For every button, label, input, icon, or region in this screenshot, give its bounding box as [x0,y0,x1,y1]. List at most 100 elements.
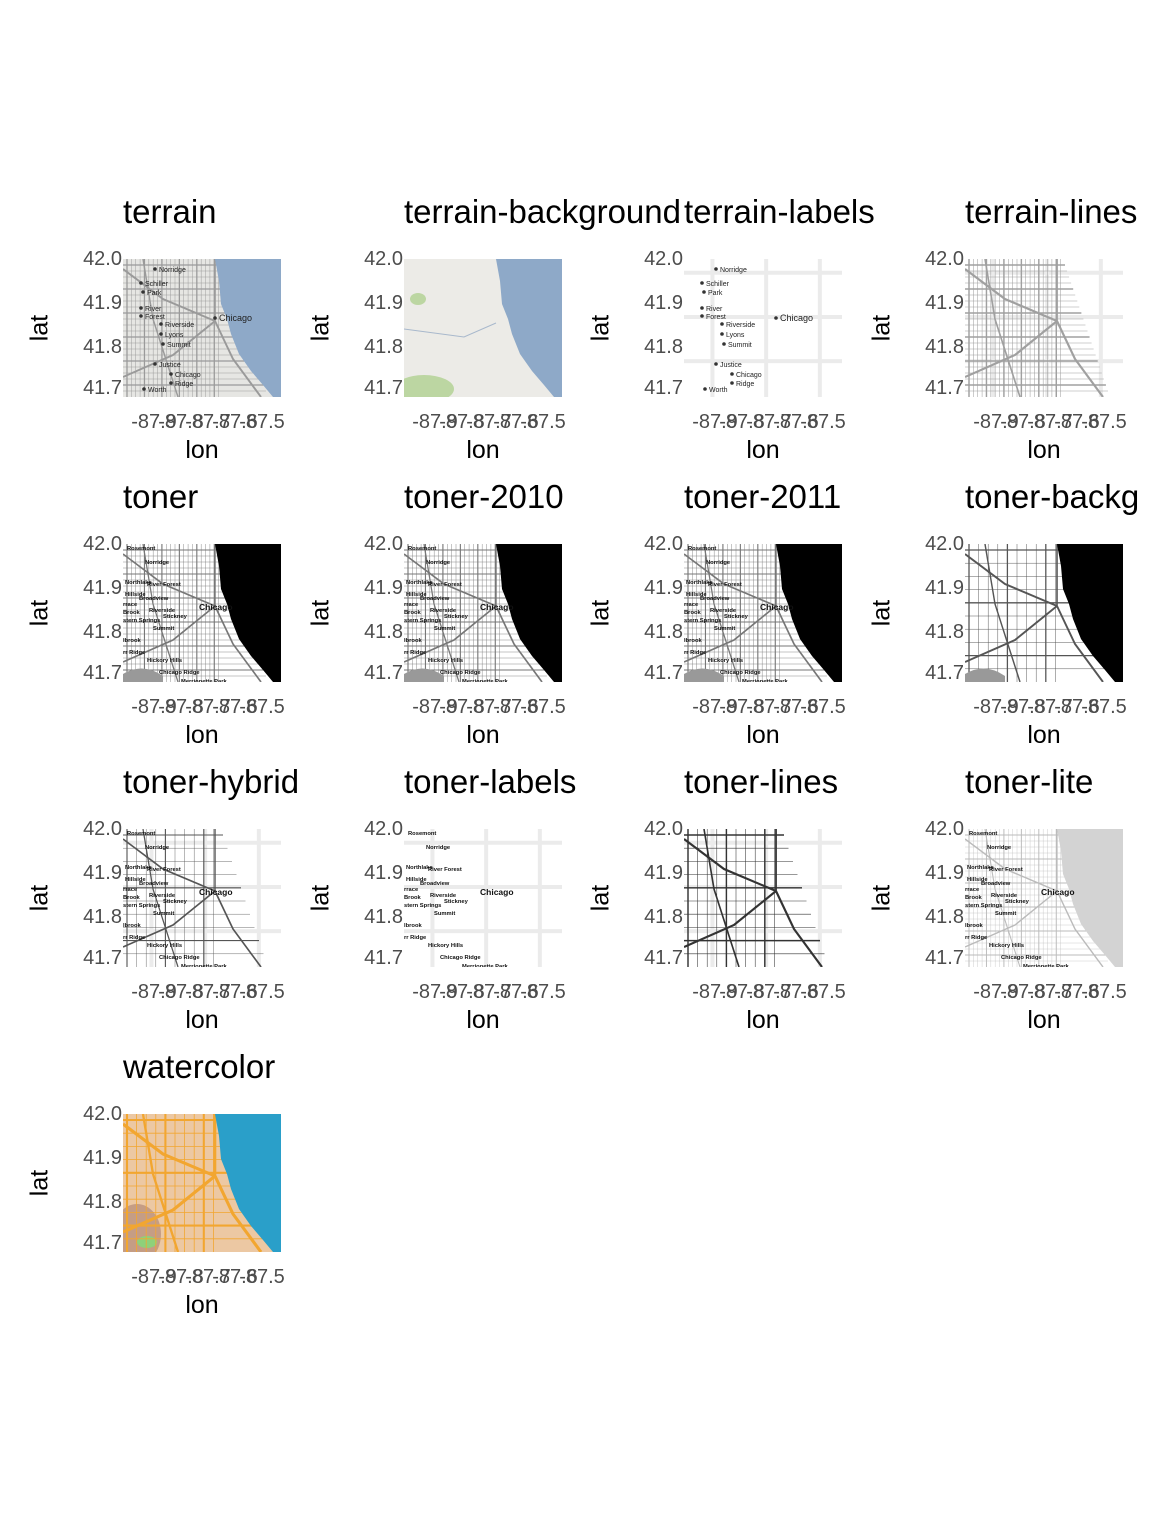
y-tick-label: 41.9 [644,292,683,314]
map-facet: watercolor lat 42.0 41.9 41.8 41.7 -87.9 -87.8-… [25,1050,311,1355]
x-tick-label: -87.7 [746,411,792,433]
panel-grid [684,829,842,967]
place-dot [700,281,704,285]
place-label-summit: Summit [153,911,174,917]
y-tick-label: 42.0 [364,248,403,270]
place-label-lyons: Lyons [726,332,745,339]
map-panel-toner: Rosemont Norridge Northlake River Forest Hil… [404,544,562,682]
road-network [123,1114,264,1252]
y-tick-label: 42.0 [83,248,122,270]
y-tick-label: 41.8 [925,621,964,643]
place-label-lbrook: lbrook [404,923,422,929]
place-label-rosemont: Rosemont [127,831,155,837]
x-tick-label: -87.8 [439,696,485,718]
place-label-river_forest: River Forest [428,582,462,588]
x-tick-label: -87.6 [493,981,539,1003]
map-facet: toner-hybrid lat 42.0 41.9 41.8 41.7 Rosemont N… [26,765,311,1070]
facet-title: terrain-background [404,193,681,230]
map-facet: toner-lines lat 42.0 41.9 41.8 41.7 -87.9 -87.8… [587,765,872,1070]
place-label-summit: Summit [714,626,735,632]
x-tick-label: -87.5 [1081,411,1127,433]
y-axis-label: lat [25,314,54,342]
x-tick-label: -87.5 [520,411,566,433]
place-label-river_forest: River Forest [147,867,181,873]
map-panel-toner-hybrid: Rosemont Norridge Northlake River Forest Hil… [123,829,281,967]
y-tick-label: 41.8 [364,621,403,643]
x-tick-label: -87.9 [131,981,177,1003]
place-label-hillside: Hillside [967,877,988,883]
y-axis-label: lat [306,599,335,627]
x-tick-label: -87.6 [773,411,819,433]
x-axis-label: lon [185,1291,219,1319]
place-label-r_ridge: rr Ridge [404,935,427,941]
y-tick-label: 41.9 [83,1147,122,1169]
x-axis-label: lon [1027,436,1061,464]
map-panel-terrain-labels: Norridge Schiller Park River Forest Riverside… [684,259,842,397]
place-dot [714,267,718,271]
x-tick-label: -87.9 [692,696,738,718]
lake-michigan [776,544,842,682]
x-tick-label: -87.6 [493,411,539,433]
place-label-park: Park [147,290,162,297]
x-tick-label: -87.9 [973,411,1019,433]
place-label-western_springs: stern Springs [965,903,1002,909]
place-label-chicago: Chicago [219,313,252,323]
road-network [404,544,547,682]
place-label-hillside: Hillside [125,877,146,883]
map-panel-terrain: Norridge Schiller Park River Forest Riverside… [123,259,281,397]
x-tick-label: -87.7 [1027,696,1073,718]
place-dot [730,381,734,385]
place-label-chicago: Chicago [480,887,514,897]
x-tick-label: -87.5 [520,981,566,1003]
place-label-hickory_hills: Hickory Hills [147,943,182,949]
y-tick-label: 41.9 [925,577,964,599]
place-label-schiller: Schiller [145,281,169,288]
place-label-hickory_hills: Hickory Hills [147,658,182,664]
place-label-chicago_ridge_2: Ridge [175,381,193,388]
y-axis-label: lat [867,599,896,627]
y-tick-label: 41.7 [925,662,964,684]
map-panel-terrain-background [404,259,562,397]
place-label-r_ridge: rr Ridge [684,650,707,656]
place-label-brook: Brook [684,610,702,616]
place-label-hickory_hills: Hickory Hills [428,943,463,949]
place-dot [700,314,704,318]
x-tick-label: -87.6 [493,696,539,718]
place-label-hillside: Hillside [406,877,427,883]
x-tick-label: -87.7 [466,411,512,433]
place-label-stickney: Stickney [444,899,469,905]
place-label-northlake: Northlake [967,865,995,871]
place-label-northlake: Northlake [125,865,153,871]
road-network [123,544,266,682]
place-label-brook: Brook [123,610,141,616]
x-tick-label: -87.5 [1081,981,1127,1003]
place-label-merrionette_park: Merrionette Park [742,679,789,682]
place-label-r_ridge: rr Ridge [123,650,146,656]
y-tick-label: 41.8 [83,906,122,928]
place-label-norridge: Norridge [159,267,186,274]
y-axis-label: lat [306,314,335,342]
place-dot [169,372,173,376]
y-axis-label: lat [25,1169,54,1197]
x-tick-label: -87.5 [800,981,846,1003]
x-tick-label: -87.7 [466,696,512,718]
place-label-worth: Worth [148,387,167,394]
y-tick-label: 41.7 [925,377,964,399]
place-dot [159,332,163,336]
place-label-summit: Summit [167,342,191,349]
x-tick-label: -87.8 [1000,981,1046,1003]
place-label-norridge: Norridge [720,267,747,274]
y-tick-label: 41.9 [925,292,964,314]
x-tick-label: -87.7 [746,696,792,718]
map-panel-toner-lines [684,829,842,967]
y-tick-label: 41.9 [364,862,403,884]
y-tick-label: 42.0 [644,248,683,270]
place-label-rrace: rrace [123,887,138,893]
road-network [965,259,1108,397]
x-axis-label: lon [185,436,219,464]
place-label-stickney: Stickney [444,614,469,620]
place-dot [702,290,706,294]
x-tick-label: -87.9 [412,411,458,433]
facet-title: toner [123,478,199,515]
